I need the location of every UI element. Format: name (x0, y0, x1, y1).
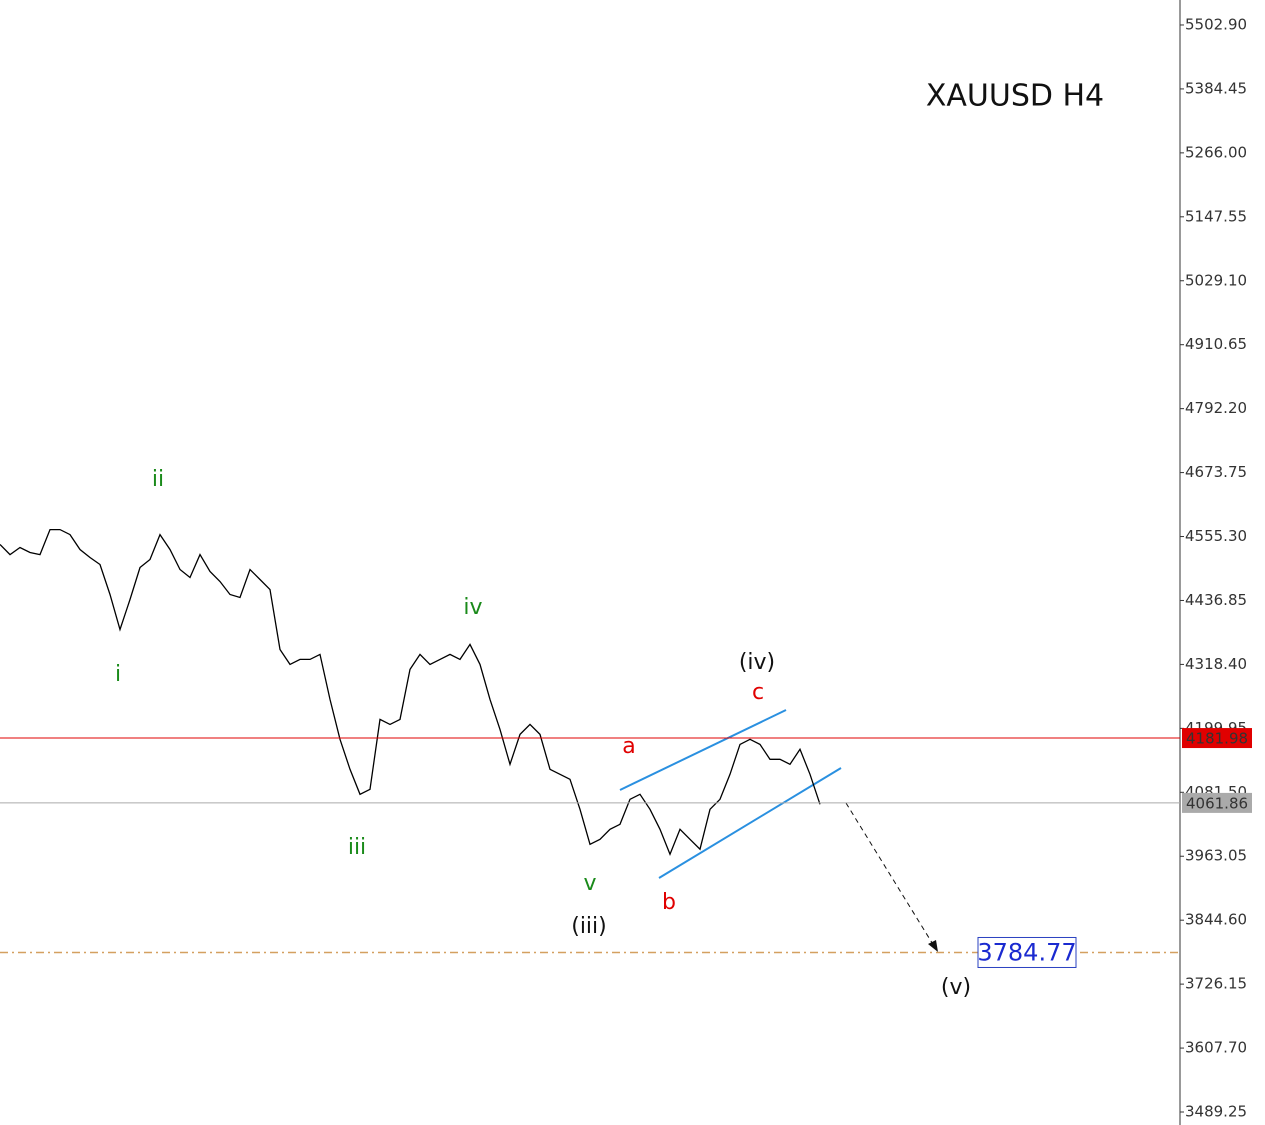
projection-arrow (845, 802, 935, 947)
y-tick-label: 5266.00 (1185, 143, 1247, 161)
wave-label: iv (463, 595, 482, 620)
y-tick-label: 3726.15 (1185, 975, 1247, 993)
wave-label: iii (348, 835, 366, 860)
price-line (0, 528, 821, 857)
wave-label: a (622, 734, 635, 759)
y-tick-label: 3489.25 (1185, 1103, 1247, 1121)
price-tag (1182, 728, 1252, 749)
y-tick-label: 5147.55 (1185, 207, 1247, 225)
wave-label: i (115, 662, 121, 687)
channel-line (619, 709, 787, 791)
y-tick-label: 4792.20 (1185, 399, 1247, 417)
y-tick-label: 5502.90 (1185, 15, 1247, 33)
target-box (977, 936, 1077, 968)
y-tick-label: 5384.45 (1185, 79, 1247, 97)
y-tick-label: 4436.85 (1185, 591, 1247, 609)
y-tick-label: 4910.65 (1185, 335, 1247, 353)
y-tick-label: 3844.60 (1185, 911, 1247, 929)
y-tick-label: 3607.70 (1185, 1039, 1247, 1057)
y-tick-label: 5029.10 (1185, 271, 1247, 289)
y-tick-label: 4318.40 (1185, 655, 1247, 673)
y-tick-label: 4673.75 (1185, 463, 1247, 481)
wave-label: (v) (941, 975, 971, 1000)
target-label: 3784.77 (977, 938, 1076, 966)
price-tag (1182, 792, 1252, 813)
wave-label: c (752, 680, 764, 705)
wave-label: ii (152, 467, 164, 492)
y-tick-label: 3963.05 (1185, 847, 1247, 865)
wave-label: (iii) (571, 914, 607, 939)
price-tag-label: 4181.98 (1186, 730, 1248, 748)
chart-title: XAUUSD H4 (926, 79, 1104, 114)
price-tag-label: 4061.86 (1186, 794, 1248, 812)
wave-label: b (662, 890, 676, 915)
y-tick-label: 4555.30 (1185, 527, 1247, 545)
wave-label: (iv) (739, 650, 775, 675)
wave-label: v (583, 871, 596, 896)
channel-line (658, 767, 842, 879)
arrow-head (928, 940, 938, 952)
